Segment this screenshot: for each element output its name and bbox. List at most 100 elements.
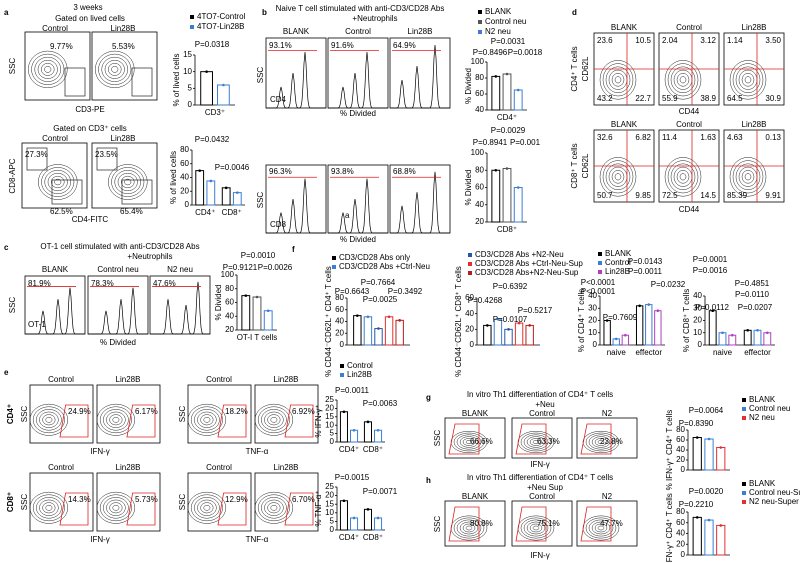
y-axis-label: % IFN-γ⁺ CD4⁺ T cells [665,493,674,563]
bar [374,517,383,531]
p-value: P=0.0063 [363,399,398,408]
contour [614,173,622,181]
legend-marker [742,500,746,504]
y-tick-label: 5 [188,83,193,92]
legend-label: CD3/CD28 Abs +Ctrl-Neu [339,262,430,271]
bar [221,187,231,206]
y-tick-label: 100 [471,57,485,66]
contour [594,523,608,533]
bar [241,295,251,331]
label: Control [345,27,371,36]
y-tick-label: 0 [593,340,598,349]
bar-dot [222,83,225,87]
y-tick-label: 20 [335,328,344,337]
bar [704,438,714,471]
label: 91.6% [331,41,354,50]
contour [44,170,71,194]
plot-frame [254,384,319,444]
label: Control [529,409,555,418]
p-value: P=0.0025 [363,295,398,304]
x-tick-label: CD8⁺ [363,533,383,542]
label: IFN-γ [530,551,550,560]
y-axis-label: % TNF-α⁺ [314,490,323,526]
label: g [426,393,431,402]
bar [621,334,630,346]
y-tick-label: 30 [588,303,597,312]
y-tick-label: 25 [325,395,334,404]
label: BLANK [611,120,638,129]
y-tick-label: 80 [676,507,685,516]
histogram [390,44,450,109]
x-tick-label: naive [713,348,733,357]
contour [108,164,148,200]
bar-dot [209,179,213,183]
x-tick-label: CD4⁺ [195,208,215,217]
contour [200,502,214,514]
label: TNF-α [246,535,269,544]
x-tick-label: CD8⁺ [222,208,242,217]
y-tick-label: 80 [180,145,189,154]
histogram [390,171,450,234]
bar-dot [376,428,380,432]
label: 4.63 [727,133,743,142]
label: Lin28B [274,375,299,384]
label: Control neu [97,265,138,274]
contour [187,491,227,524]
contour [200,414,214,426]
label: a [345,211,350,220]
contour [99,494,132,522]
contour [104,59,125,79]
label: IFN-γ [530,460,550,469]
bar-dot [342,499,346,503]
plot-frame [576,500,638,547]
label: f [292,245,295,254]
p-value: P=0.6392 [493,282,528,291]
bar [513,187,523,223]
y-tick-label: 80 [475,165,484,174]
bar [491,75,501,111]
gate [284,492,314,526]
p-value: P=0.0020 [689,487,724,496]
label: h [426,476,431,485]
legend-marker [598,261,602,265]
contour [38,164,78,200]
plot-frame [24,275,86,335]
p-value: P=0.2210 [679,500,714,509]
contour [520,432,552,452]
label: +Neutrophils [127,252,172,261]
contour [51,175,65,189]
contour [42,414,56,426]
contour [667,63,699,97]
x-tick-label: CD4⁺ [497,113,517,122]
label: 18.2% [225,407,248,416]
label: Lin28B [116,375,141,384]
legend-marker [332,256,336,260]
contour [29,403,69,436]
contour [738,166,758,187]
legend-label: N2 neu [485,27,511,36]
legend-label: 4TO7-Control [197,12,246,21]
p-value: P=0.0207 [738,303,773,312]
y-tick-label: 0 [698,340,703,349]
contour [197,411,217,428]
label: CD44 [679,205,700,214]
bar-dot [198,169,201,172]
legend-marker [478,10,482,14]
label: 27.3% [25,150,48,159]
label: 80.8% [470,519,493,528]
bar [502,73,512,111]
contour [744,173,752,181]
y-tick-label: 40 [180,173,189,182]
legend-label: BLANK [749,395,776,404]
y-tick-label: 100 [471,148,485,157]
p-value: P=0.6643 [335,287,370,296]
label: Naive T cell stimulated with anti-CD3/CD… [276,4,445,13]
y-axis-label: % of CD8⁺ T cells [682,289,691,353]
label: 6.82 [635,133,651,142]
legend-marker [340,373,344,377]
label: 47.7% [600,519,623,528]
label: CD4⁺ T cells [570,46,579,91]
bar-dot [516,88,520,92]
contour [735,66,761,94]
contour [465,439,473,445]
